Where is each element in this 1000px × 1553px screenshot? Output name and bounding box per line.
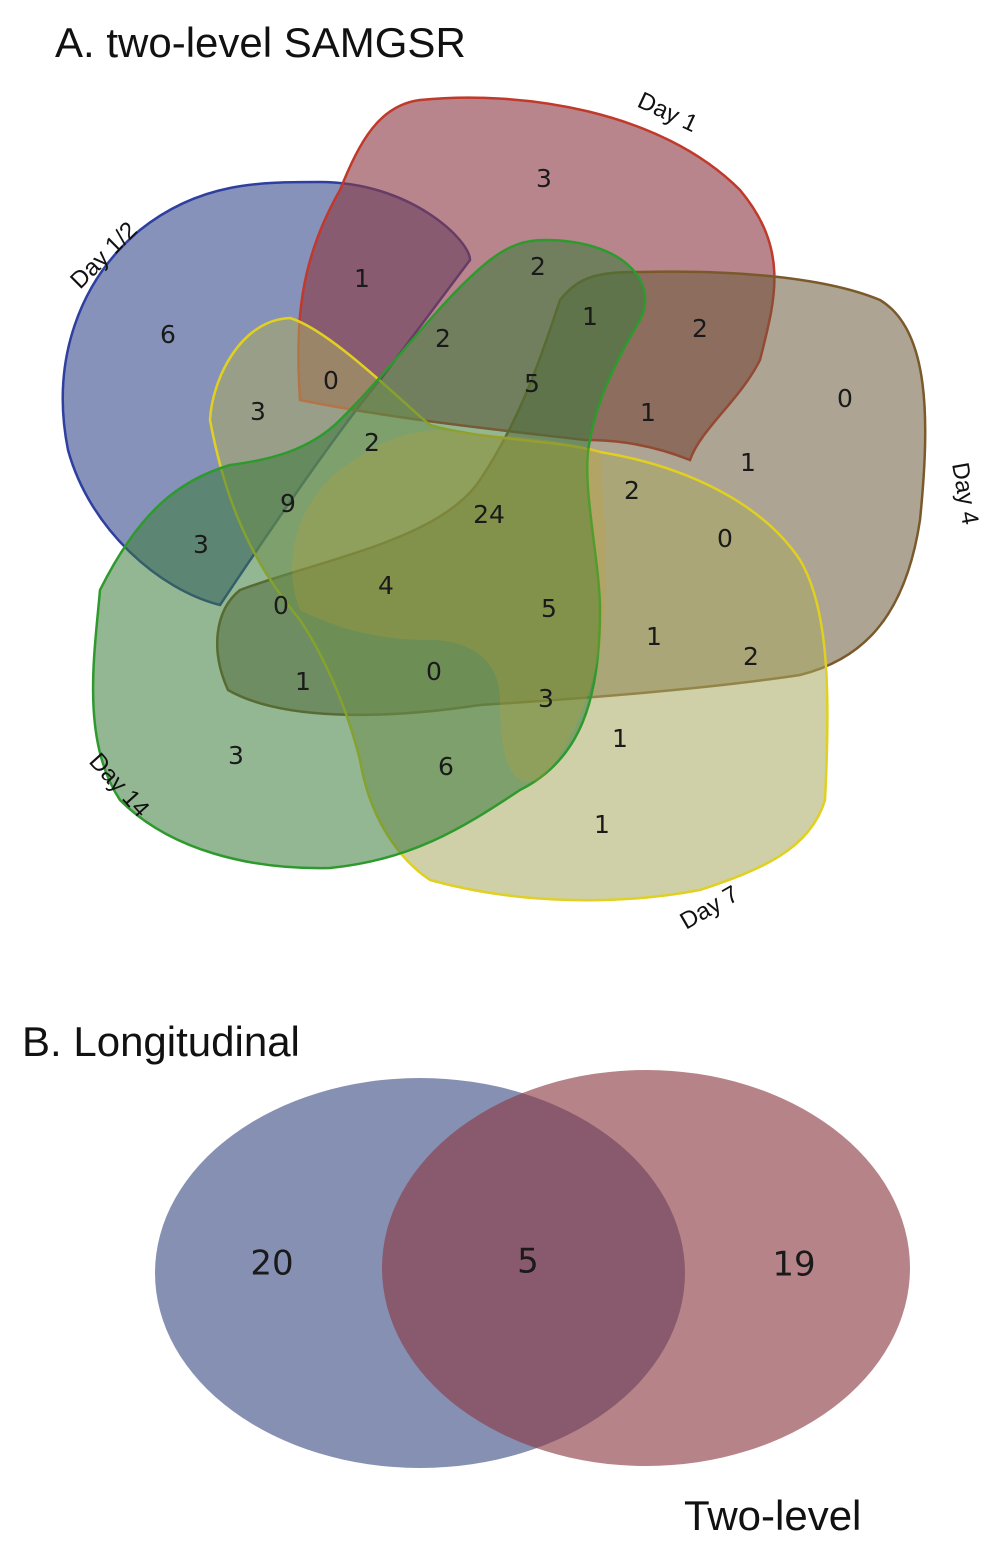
region-counts: 3 1 6 2 2 1 2 0 3 5 1 0 1 2 24 9 2 3 0 4… — [160, 164, 853, 839]
region-count: 2 — [435, 324, 451, 353]
central-overlap-tint — [292, 430, 606, 782]
two-level-only-count: 19 — [772, 1245, 815, 1285]
region-count: 6 — [160, 320, 176, 349]
panel-b-title: B. Longitudinal — [22, 1018, 300, 1065]
region-count: 2 — [530, 252, 546, 281]
region-count: 1 — [594, 810, 610, 839]
region-count: 9 — [280, 489, 296, 518]
region-count: 1 — [354, 264, 370, 293]
region-count: 3 — [536, 164, 552, 193]
two-level-set-label: Two-level — [684, 1492, 861, 1539]
region-count: 1 — [295, 667, 311, 696]
region-count: 0 — [717, 524, 733, 553]
region-count: 3 — [538, 684, 554, 713]
region-count: 1 — [646, 622, 662, 651]
region-count: 2 — [624, 476, 640, 505]
region-count: 2 — [743, 642, 759, 671]
region-count: 24 — [473, 500, 505, 529]
region-count: 5 — [541, 594, 557, 623]
panel-a-five-set-venn — [61, 96, 927, 902]
region-count: 1 — [582, 302, 598, 331]
region-count: 1 — [640, 398, 656, 427]
region-count: 3 — [193, 530, 209, 559]
region-count: 3 — [250, 397, 266, 426]
region-count: 3 — [228, 741, 244, 770]
region-count: 2 — [364, 428, 380, 457]
panel-a-title: A. two-level SAMGSR — [55, 19, 466, 66]
region-count: 4 — [378, 571, 394, 600]
set-day-14-region — [91, 238, 647, 870]
set-label-day-4: Day 4 — [946, 460, 983, 526]
region-count: 1 — [740, 448, 756, 477]
overlap-count: 5 — [517, 1242, 539, 1282]
region-count: 2 — [692, 314, 708, 343]
region-count: 6 — [438, 752, 454, 781]
region-count: 0 — [426, 657, 442, 686]
region-count: 1 — [612, 724, 628, 753]
region-count: 0 — [273, 591, 289, 620]
region-count: 0 — [837, 384, 853, 413]
panel-b-two-set-venn: 20 5 19 — [155, 1070, 910, 1468]
region-count: 0 — [323, 366, 339, 395]
longitudinal-only-count: 20 — [250, 1244, 293, 1284]
region-count: 5 — [524, 369, 540, 398]
two-level-set-circle — [382, 1070, 910, 1466]
